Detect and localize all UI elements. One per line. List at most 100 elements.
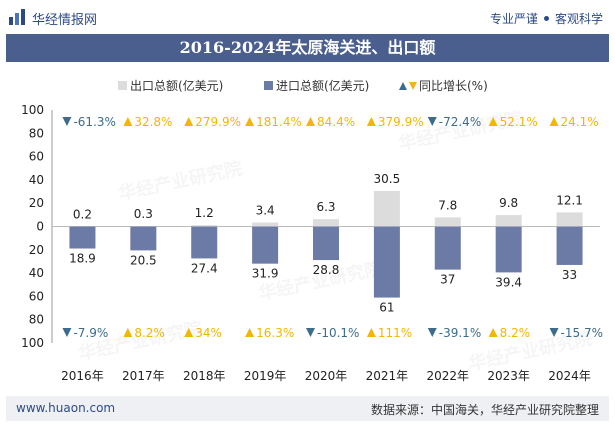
import-bar [434, 226, 461, 270]
y-tick-label: 20 [29, 196, 44, 210]
import-growth-up-icon [245, 328, 255, 337]
export-value-label: 0.2 [73, 207, 92, 221]
export-growth-label: 52.1% [500, 115, 538, 129]
export-growth-down-icon [427, 117, 437, 126]
legend-swatch-1 [118, 81, 127, 90]
export-growth-label: -72.4% [439, 115, 481, 129]
import-growth-up-icon [184, 328, 194, 337]
slogan-dot [543, 16, 549, 21]
export-value-label: 3.4 [256, 204, 275, 218]
import-growth-down-icon [427, 328, 437, 337]
y-tick-label: 40 [29, 266, 44, 280]
export-value-label: 6.3 [316, 200, 335, 214]
export-value-label: 0.3 [134, 207, 153, 221]
x-tick-label: 2020年 [305, 369, 348, 383]
footer: www.huaon.com 数据来源：中国海关，华经产业研究院整理 [6, 396, 609, 421]
export-growth-down-icon [62, 117, 72, 126]
export-growth-label: 84.4% [317, 115, 355, 129]
legend-up-triangle [399, 82, 407, 90]
export-growth-up-icon [306, 117, 315, 126]
x-tick-label: 2016年 [61, 369, 104, 383]
export-value-label: 30.5 [374, 172, 401, 186]
export-growth-label: 24.1% [561, 115, 599, 129]
x-tick-label: 2019年 [244, 369, 287, 383]
import-bar [373, 226, 400, 298]
y-tick-label: 40 [29, 173, 44, 187]
import-value-label: 39.4 [495, 275, 522, 289]
export-growth-up-icon [549, 117, 559, 126]
export-bar [556, 212, 583, 227]
y-tick-label: 80 [29, 313, 44, 327]
import-growth-down-icon [549, 328, 559, 337]
export-bar [373, 190, 400, 227]
import-growth-label: 34% [195, 326, 222, 340]
export-bar [434, 217, 461, 227]
x-tick-label: 2023年 [487, 369, 530, 383]
export-bar [313, 219, 339, 227]
import-value-label: 18.9 [69, 252, 96, 266]
import-bar [191, 226, 218, 259]
export-bar [495, 215, 522, 227]
x-tick-label: 2022年 [427, 369, 470, 383]
import-growth-label: 111% [378, 326, 412, 340]
export-bar [130, 226, 157, 227]
import-growth-up-icon [488, 328, 498, 337]
import-value-label: 33 [562, 268, 577, 282]
footer-website[interactable]: www.huaon.com [16, 401, 116, 415]
export-growth-up-icon [123, 117, 133, 126]
x-tick-label: 2024年 [548, 369, 591, 383]
slogan: 专业严谨 客观科学 [490, 10, 603, 27]
brand-logo-icon [9, 9, 25, 25]
chart-title: 2016-2024年太原海关进、出口额 [6, 34, 609, 62]
import-bar [556, 226, 583, 265]
legend-swatch-2 [264, 81, 273, 90]
import-bar [313, 226, 339, 261]
import-growth-label: -39.1% [439, 326, 481, 340]
brand-name: 华经情报网 [32, 13, 98, 28]
x-tick-label: 2018年 [183, 369, 226, 383]
watermark-text: 华经产业研究院 [116, 157, 244, 205]
import-value-label: 37 [440, 273, 455, 287]
import-growth-label: 8.2% [134, 326, 165, 340]
export-value-label: 1.2 [195, 206, 214, 220]
export-growth-up-icon [366, 117, 376, 126]
x-tick-label: 2017年 [122, 369, 165, 383]
export-growth-up-icon [488, 117, 498, 126]
slogan-objective: 客观科学 [554, 12, 603, 26]
export-growth-label: -61.3% [73, 115, 115, 129]
slogan-professional: 专业严谨 [489, 12, 538, 26]
y-tick-label: 100 [21, 103, 44, 117]
y-tick-label: 20 [29, 243, 44, 257]
x-tick-label: 2021年 [366, 369, 409, 383]
export-value-label: 12.1 [556, 193, 583, 207]
import-value-label: 31.9 [252, 267, 279, 281]
y-tick-label: 60 [29, 289, 44, 303]
import-growth-up-icon [366, 328, 376, 337]
export-value-label: 9.8 [499, 196, 518, 210]
y-tick-label: 60 [29, 150, 44, 164]
export-bar [252, 222, 279, 227]
export-bar [191, 225, 218, 227]
import-bar [130, 226, 157, 251]
import-bar [252, 226, 279, 264]
export-growth-label: 32.8% [134, 115, 172, 129]
import-value-label: 27.4 [191, 261, 218, 275]
watermark-text: 华经产业研究院 [76, 317, 204, 365]
y-tick-label: 0 [36, 220, 44, 234]
import-growth-down-icon [62, 328, 72, 337]
import-value-label: 28.8 [313, 263, 340, 277]
export-growth-up-icon [245, 117, 255, 126]
footer-source: 数据来源：中国海关，华经产业研究院整理 [370, 403, 599, 417]
export-value-label: 7.8 [438, 198, 457, 212]
import-growth-label: 16.3% [256, 326, 294, 340]
export-growth-label: 279.9% [195, 115, 241, 129]
legend-label-1: 出口总额(亿美元) [130, 78, 223, 93]
import-bar [69, 226, 96, 249]
export-growth-label: 379.9% [378, 115, 424, 129]
legend-label-2: 进口总额(亿美元) [276, 78, 369, 93]
import-growth-label: 8.2% [500, 326, 530, 340]
import-growth-down-icon [306, 328, 315, 337]
import-growth-up-icon [123, 328, 133, 337]
legend-down-triangle [409, 82, 417, 90]
